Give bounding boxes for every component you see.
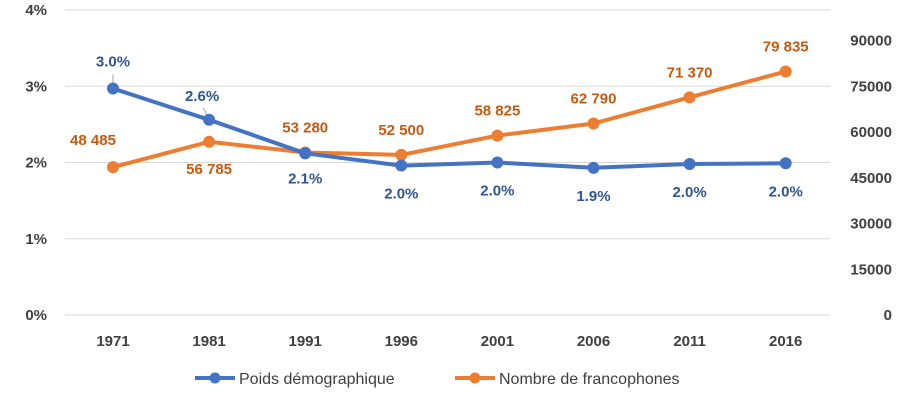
data-point-poids	[683, 158, 696, 171]
data-label-francophones: 52 500	[378, 122, 424, 139]
data-label-poids: 1.9%	[576, 188, 610, 205]
legend-label-poids: Poids démographique	[239, 371, 395, 388]
data-point-poids	[395, 159, 408, 172]
x-tick-label: 2006	[577, 333, 610, 350]
right-axis: 0 15000 30000 45000 60000 75000 90000	[850, 33, 892, 325]
data-label-francophones: 71 370	[667, 64, 713, 81]
x-tick-label: 2001	[481, 333, 514, 350]
data-point-francophones	[395, 148, 408, 161]
data-label-poids: 2.0%	[480, 183, 514, 200]
y-right-tick-label: 0	[884, 307, 892, 324]
data-label-poids: 2.0%	[769, 183, 803, 200]
data-label-francophones: 53 280	[282, 119, 328, 136]
y-left-tick-label: 1%	[25, 231, 47, 248]
data-label-francophones: 56 785	[186, 161, 232, 178]
data-label-poids: 3.0%	[96, 54, 130, 71]
y-right-tick-label: 15000	[850, 261, 892, 278]
data-point-poids	[587, 161, 600, 174]
x-tick-label: 1991	[289, 333, 322, 350]
y-right-tick-label: 75000	[850, 78, 892, 95]
x-tick-label: 2011	[673, 333, 706, 350]
series-line-francophones	[111, 69, 788, 170]
legend-label-francophones: Nombre de francophones	[499, 371, 680, 388]
y-left-tick-label: 4%	[25, 2, 47, 19]
data-point-poids	[299, 147, 312, 160]
data-point-poids	[107, 82, 119, 95]
leader-line	[202, 107, 208, 116]
legend-marker-poids	[209, 372, 221, 384]
data-point-francophones	[683, 91, 696, 104]
data-label-poids: 2.6%	[185, 88, 219, 105]
legend: Poids démographique Nombre de francophone…	[195, 371, 680, 388]
data-point-francophones	[203, 135, 216, 148]
data-label-poids: 2.0%	[672, 184, 706, 201]
data-label-francophones: 58 825	[474, 103, 520, 120]
y-right-tick-label: 90000	[850, 33, 892, 50]
x-tick-label: 2016	[769, 333, 802, 350]
x-tick-label: 1996	[385, 333, 418, 350]
data-label-francophones: 62 790	[571, 90, 617, 107]
data-point-poids	[779, 157, 792, 170]
y-left-tick-label: 0%	[25, 307, 47, 324]
x-axis: 1971 1981 1991 1996 2001 2006 2011 2016	[96, 333, 802, 350]
y-left-tick-label: 3%	[25, 78, 47, 95]
data-point-francophones	[491, 129, 504, 142]
data-label-poids: 2.1%	[288, 170, 322, 187]
series-line-poids	[111, 86, 788, 170]
data-point-poids	[491, 156, 504, 169]
y-right-tick-label: 60000	[850, 124, 892, 141]
data-labels: 48 485 56 785 53 280 52 500 58 825 62 790 71 3…	[70, 39, 809, 205]
y-right-tick-label: 30000	[850, 216, 892, 233]
data-label-poids: 2.0%	[384, 186, 418, 203]
data-label-francophones: 48 485	[70, 132, 116, 149]
x-tick-label: 1981	[192, 333, 225, 350]
legend-marker-francophones	[469, 372, 481, 384]
data-label-francophones: 79 835	[763, 39, 809, 56]
data-point-francophones	[107, 161, 119, 174]
series-layer	[107, 65, 792, 174]
left-axis: 0% 1% 2% 3% 4%	[25, 2, 47, 324]
y-right-tick-label: 45000	[850, 170, 892, 187]
y-left-tick-label: 2%	[25, 155, 47, 172]
data-point-francophones	[779, 65, 792, 78]
data-point-francophones	[587, 117, 600, 130]
data-point-poids	[203, 113, 216, 126]
x-tick-label: 1971	[96, 333, 129, 350]
